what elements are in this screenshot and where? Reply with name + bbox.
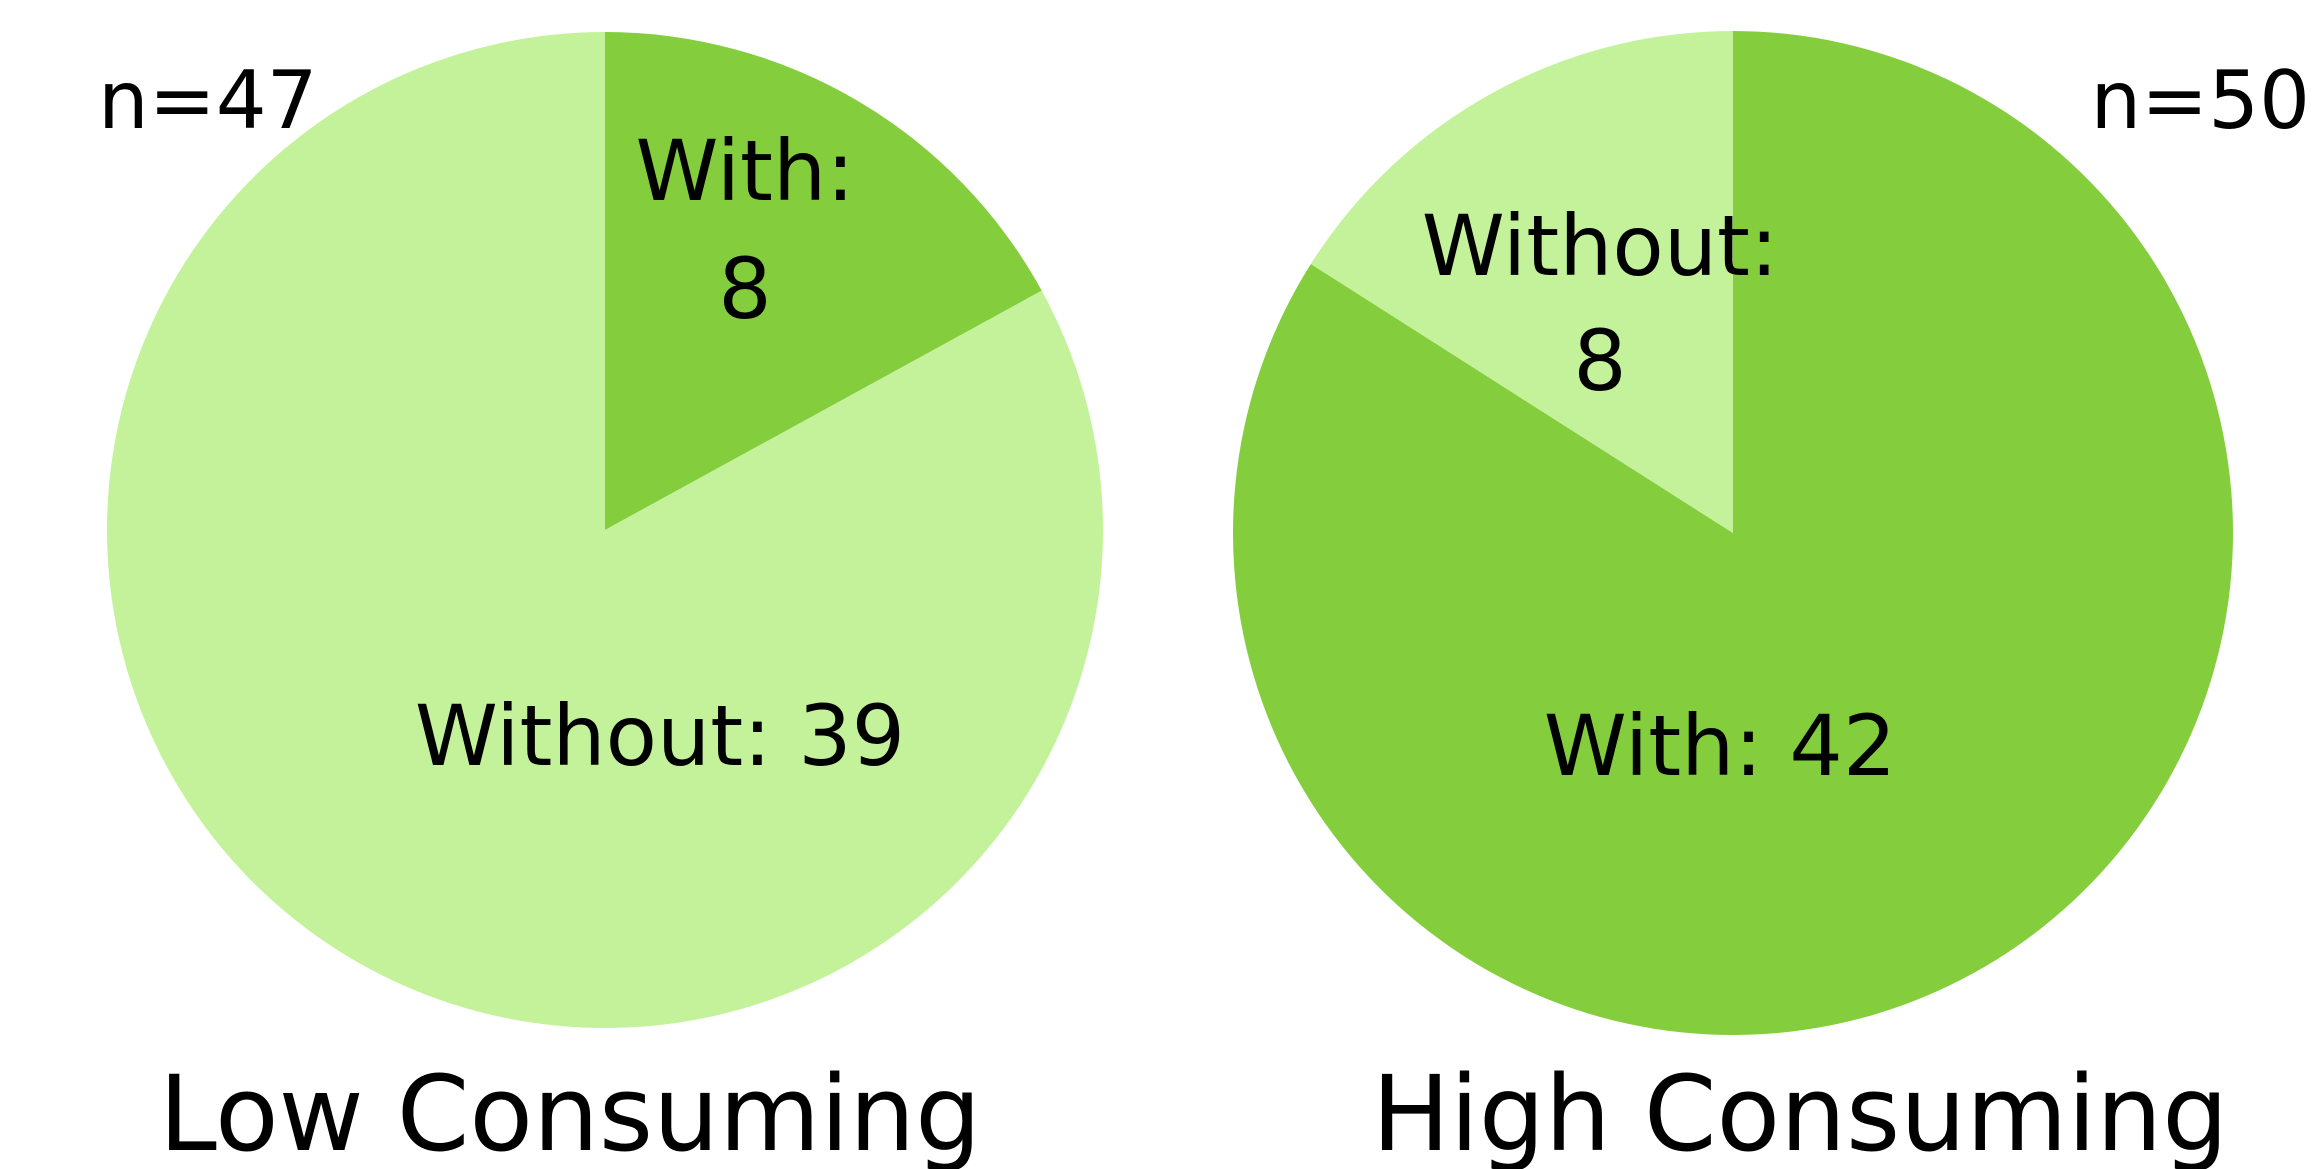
sample-size-label-high: n=50 — [2090, 54, 2310, 147]
slice-label-high-without-line1: Without: — [1422, 197, 1779, 295]
slice-label-low-with-line1: With: — [635, 122, 854, 220]
slice-label-high-without-line2: 8 — [1573, 312, 1626, 410]
pie-slice-high-without — [1310, 31, 1733, 533]
chart-title-high: High Consuming — [1372, 1053, 2228, 1169]
sample-size-label-low: n=47 — [98, 54, 318, 147]
slice-label-low-with-line2: 8 — [718, 240, 771, 338]
pie-chart-high: n=50 Without: 8 With: 42 High Consuming — [1233, 31, 2310, 1169]
slice-label-high-with: With: 42 — [1544, 697, 1897, 795]
pie-slice-low-with — [605, 32, 1042, 530]
pie-chart-low: n=47 With: 8 Without: 39 Low Consuming — [98, 32, 1103, 1169]
slice-label-low-without: Without: 39 — [415, 687, 905, 785]
pie-slice-low-without — [106, 32, 1103, 1028]
chart-title-low: Low Consuming — [159, 1053, 981, 1169]
pie-slice-high-with — [1233, 31, 2234, 1035]
